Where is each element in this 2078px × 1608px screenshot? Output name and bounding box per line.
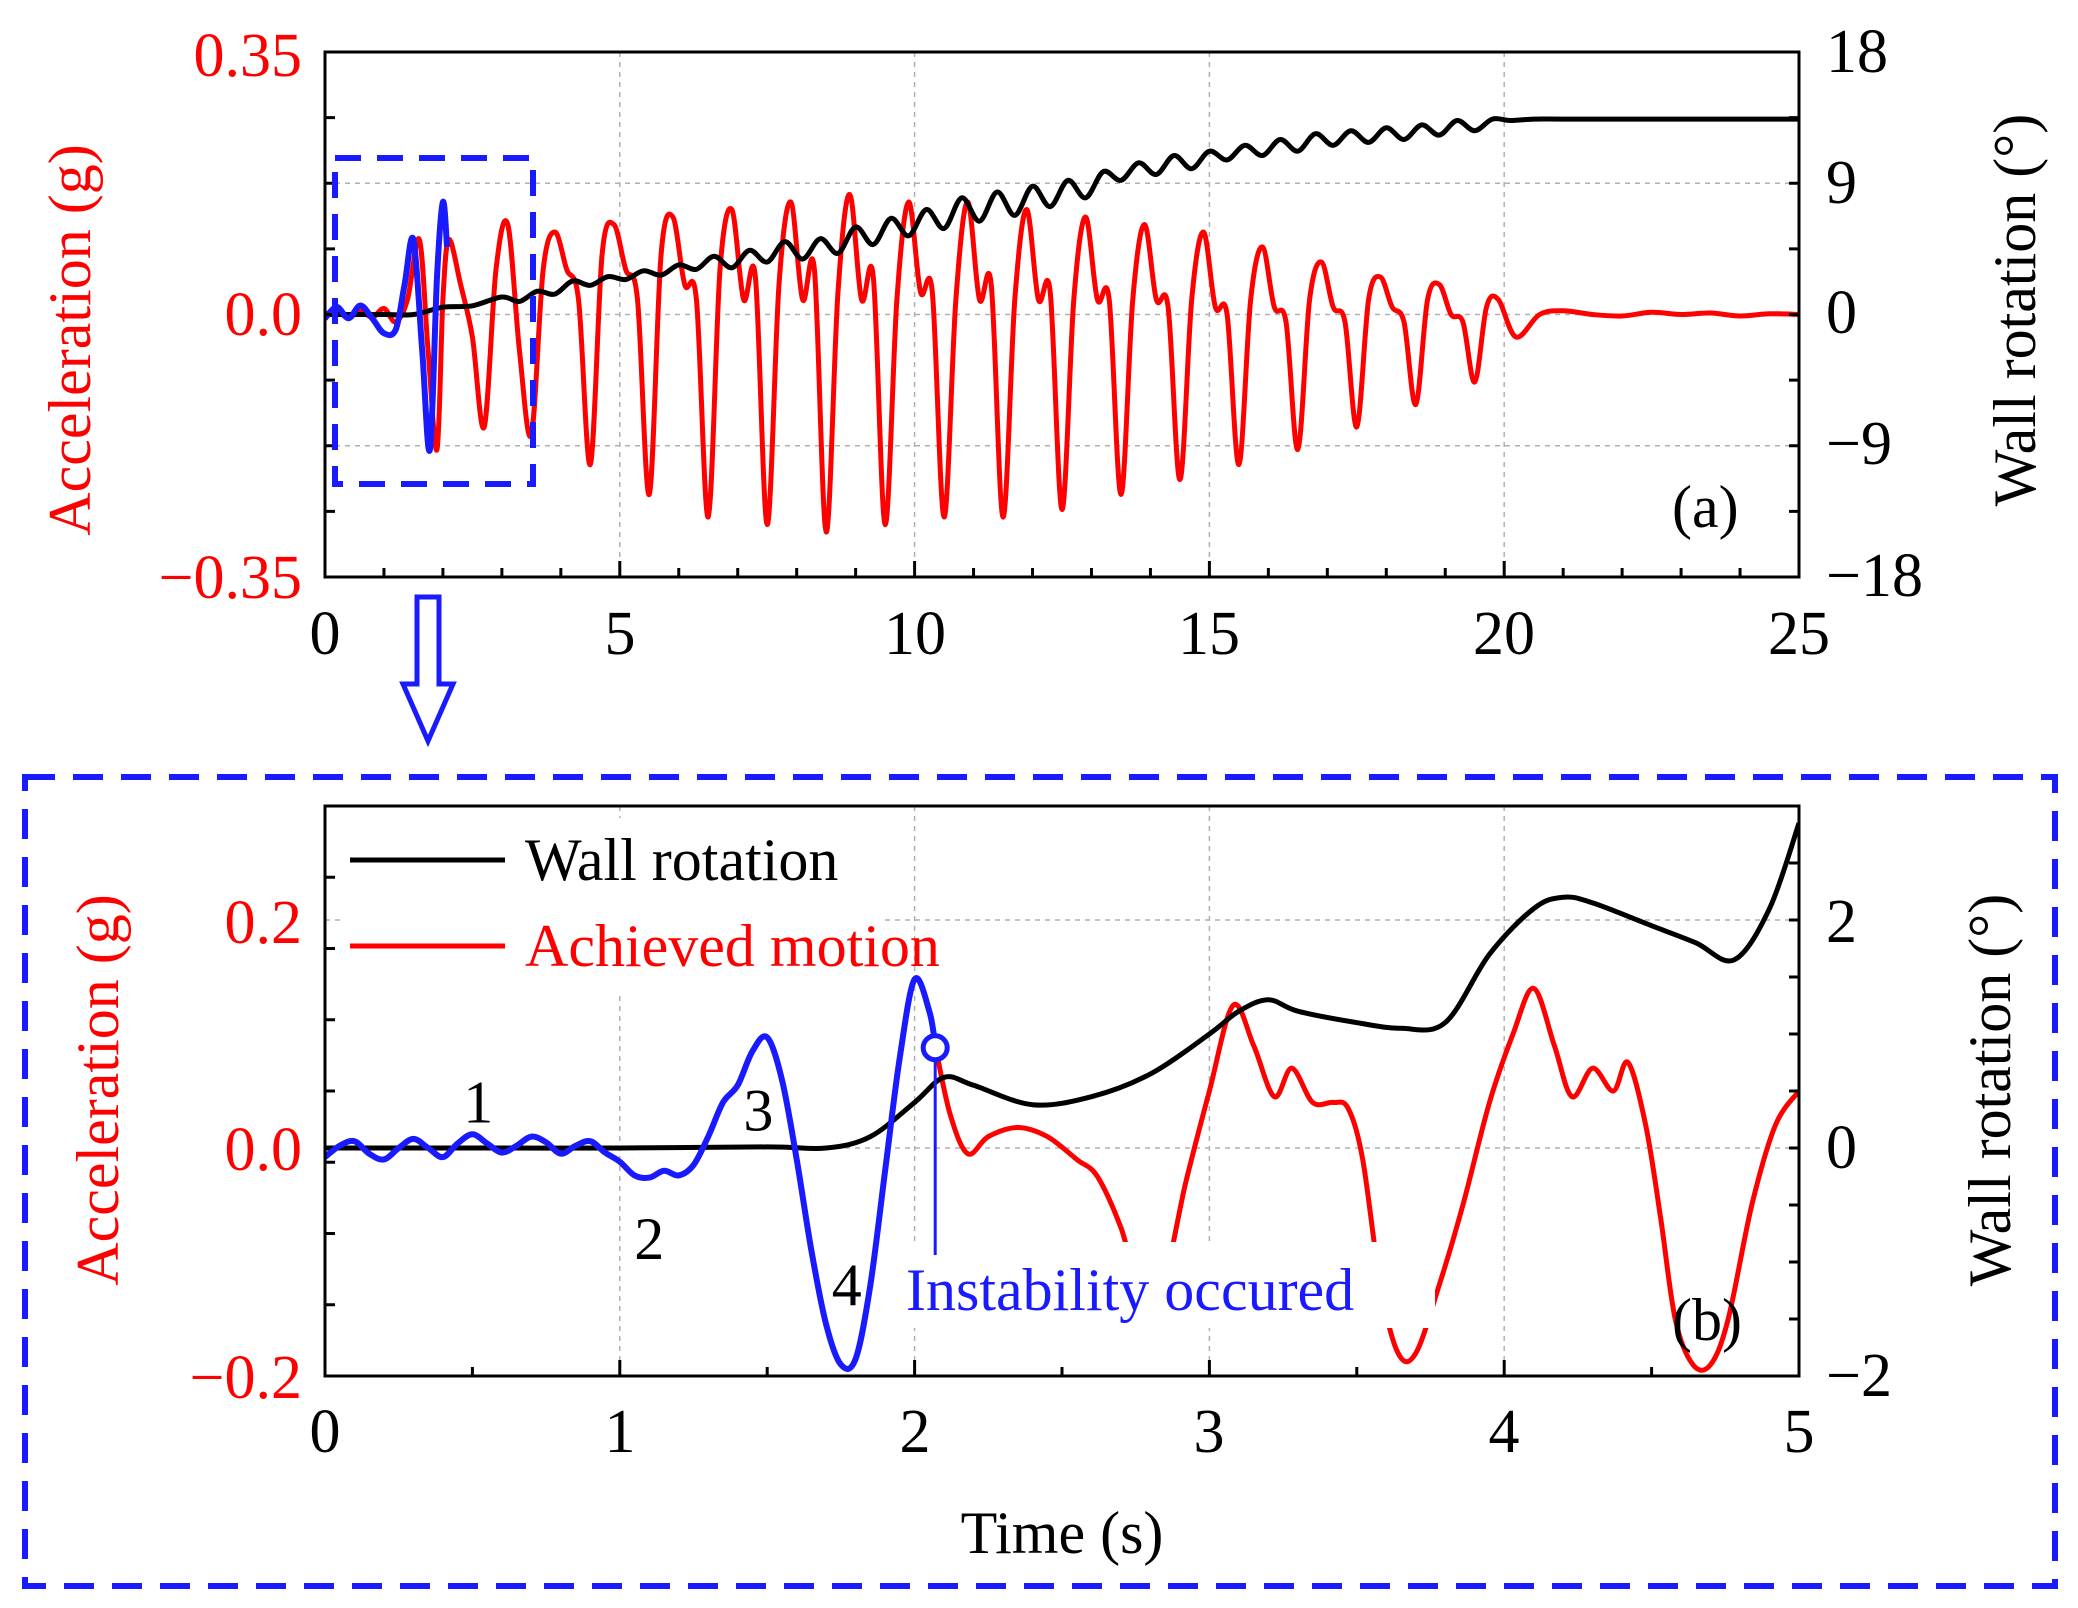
panel-a-yright-tick-1: 9: [1826, 149, 1857, 217]
panel-a-yright-tick-2: 0: [1826, 279, 1857, 347]
panel-a-yright-tick-4: −18: [1826, 542, 1923, 610]
panel-a-yright-tick-3: −9: [1826, 410, 1892, 478]
panel-b-x-tick-2: 2: [900, 1398, 931, 1466]
panel-b-yleft-tick-bottom: −0.2: [190, 1344, 302, 1412]
cycle-label-4: 4: [832, 1252, 862, 1318]
panel-a-label: (a): [1672, 474, 1739, 540]
panel-a-x-tick-25: 25: [1768, 600, 1830, 668]
panel-b-x-tick-4: 4: [1489, 1398, 1520, 1466]
cycle-label-3: 3: [743, 1077, 773, 1143]
panel-b-x-tick-3: 3: [1194, 1398, 1225, 1466]
legend-background: [342, 818, 882, 996]
panel-a: 0.35 0.0 −0.35 18 9 0 −9 −18 0 5 10 15 2…: [37, 18, 2048, 748]
panel-a-yleft-tick-top: 0.35: [194, 22, 303, 90]
panel-a-x-tick-0: 0: [310, 600, 341, 668]
panel-a-yleft-title: Acceleration (g): [37, 144, 103, 535]
panel-b-ticks: [323, 804, 1801, 1378]
panel-b-yright-tick-2: −2: [1826, 1342, 1892, 1410]
panel-a-yright-tick-0: 18: [1826, 18, 1888, 86]
panel-b-yright-title: Wall rotation (°): [1957, 894, 2023, 1286]
panel-b-yleft-title: Acceleration (g): [65, 894, 131, 1285]
panel-a-series: [325, 116, 1799, 535]
zoom-arrow: [399, 594, 457, 748]
panel-b-x-tick-1: 1: [605, 1398, 636, 1466]
series-line-achieved-motion: [325, 191, 1799, 535]
panel-a-yleft-tick-mid: 0.0: [225, 281, 303, 349]
panel-a-x-tick-20: 20: [1473, 600, 1535, 668]
panel-b-yright-tick-0: 2: [1826, 888, 1857, 956]
annotation-background: [895, 1242, 1435, 1328]
panel-a-yright-title: Wall rotation (°): [1982, 114, 2048, 506]
panel-a-x-tick-15: 15: [1178, 600, 1240, 668]
panel-a-yleft-tick-bottom: −0.35: [159, 544, 302, 612]
cycle-label-2: 2: [634, 1206, 664, 1272]
legend: Wall rotation Achieved motion: [342, 818, 940, 996]
instability-marker: [920, 1033, 950, 1063]
cycle-label-1: 1: [463, 1069, 493, 1135]
panel-a-x-tick-5: 5: [605, 600, 636, 668]
series-line-wall-rotation: [325, 116, 1799, 318]
zoom-region-box: [332, 155, 536, 487]
instability-label: Instability occured: [906, 1257, 1354, 1323]
panel-b-x-tick-5: 5: [1784, 1398, 1815, 1466]
legend-label-achieved-motion: Achieved motion: [525, 913, 940, 979]
panel-b-x-tick-0: 0: [310, 1398, 341, 1466]
series-line-highlighted-segment: [325, 975, 939, 1372]
panel-b-yright-tick-1: 0: [1826, 1114, 1857, 1182]
panel-b-x-title: Time (s): [961, 1500, 1164, 1566]
panel-a-x-tick-10: 10: [884, 600, 946, 668]
series-line-highlighted-segment: [325, 198, 450, 454]
panel-a-ticks: [323, 50, 1801, 579]
zoom-panel-border: [22, 774, 2058, 1589]
panel-b-yleft-tick-top: 0.2: [225, 889, 303, 957]
panel-b-yleft-tick-mid: 0.0: [225, 1116, 303, 1184]
panel-b-label: (b): [1672, 1287, 1742, 1353]
panel-b: Wall rotation Achieved motion Instabilit…: [65, 804, 2023, 1566]
legend-label-wall-rotation: Wall rotation: [525, 827, 838, 893]
